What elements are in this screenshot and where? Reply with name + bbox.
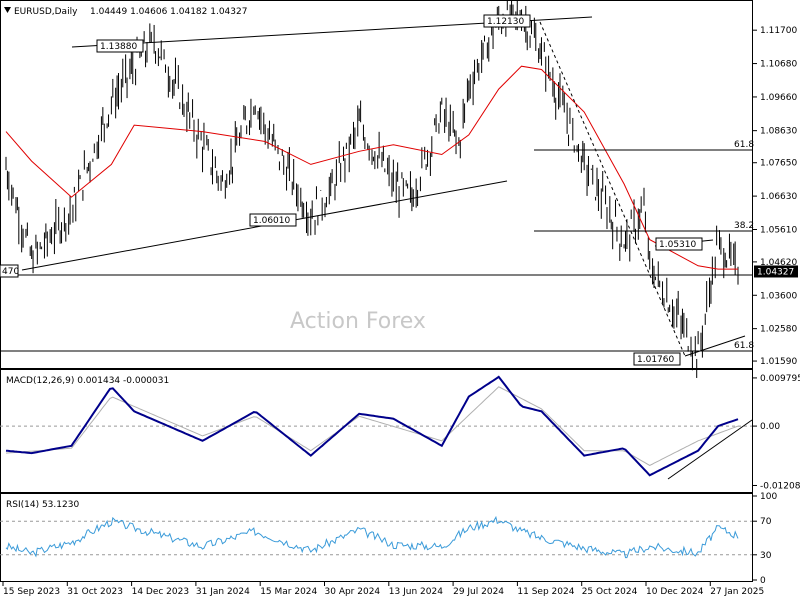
annotation-label: 1.06010 bbox=[253, 216, 290, 226]
ohlc-bars bbox=[5, 0, 739, 378]
date-axis-label: 13 Jun 2024 bbox=[389, 587, 443, 597]
macd-line bbox=[5, 375, 739, 477]
rsi-axis-label: 30 bbox=[760, 551, 772, 561]
moving-average-line bbox=[5, 65, 738, 270]
annotation-label: 1.13880 bbox=[100, 42, 137, 52]
macd-trendline bbox=[667, 419, 753, 480]
price-layer: 1.13880 1.12130 1.06010 1.05310 1.01760 61.8 3… bbox=[0, 0, 754, 378]
price-annotation: 1.13880 bbox=[96, 39, 144, 53]
price-axis-label: 1.09660 bbox=[760, 93, 797, 103]
macd-layer bbox=[0, 375, 753, 480]
price-annotation: 1.06010 bbox=[249, 213, 297, 227]
annotation-box bbox=[655, 237, 703, 251]
price-annotation: 1.01760 bbox=[633, 352, 681, 366]
rsi-line bbox=[5, 515, 739, 559]
price-annotation: 1.05310 bbox=[655, 237, 703, 251]
fib-label: 61.8 bbox=[734, 341, 754, 351]
rsi-axis-label: 100 bbox=[760, 492, 777, 502]
price-axis-label: 1.03600 bbox=[760, 291, 797, 301]
date-axis-label: 10 Dec 2024 bbox=[646, 587, 704, 597]
price-axis-label: 1.07650 bbox=[760, 159, 797, 169]
last-price-tag bbox=[754, 265, 798, 278]
rsi-title: RSI(14) 53.1230 bbox=[6, 500, 79, 510]
price-annotation: 1.12130 bbox=[483, 14, 531, 28]
annotation-label: 1.12130 bbox=[487, 17, 524, 27]
date-axis-label: 30 Apr 2024 bbox=[325, 587, 381, 597]
macd-axis-label: 0.00 bbox=[760, 422, 780, 432]
price-axis-label: 1.11700 bbox=[760, 26, 797, 36]
price-axis-label: 1.01590 bbox=[760, 357, 797, 367]
price-panel-frame bbox=[0, 0, 753, 369]
date-axis-label: 25 Oct 2024 bbox=[582, 587, 638, 597]
macd-title: MACD(12,26,9) 0.001434 -0.000031 bbox=[6, 376, 169, 386]
date-axis-label: 11 Sep 2024 bbox=[517, 587, 574, 597]
collapse-triangle-icon[interactable] bbox=[4, 7, 11, 13]
annotation-label: 470 bbox=[2, 267, 19, 277]
rsi-axis-label: 0 bbox=[760, 576, 766, 586]
date-axis-label: 14 Dec 2023 bbox=[132, 587, 190, 597]
fib-swing-line bbox=[539, 21, 686, 357]
price-axis-label: 1.08630 bbox=[760, 127, 797, 137]
rsi-axis-label: 70 bbox=[760, 517, 772, 527]
rsi-panel-frame bbox=[0, 493, 753, 582]
watermark: Action Forex bbox=[290, 309, 426, 334]
price-axis-label: 1.02580 bbox=[760, 325, 797, 335]
fib-label: 38.2 bbox=[734, 221, 754, 231]
rsi-layer bbox=[0, 515, 752, 559]
date-axis-label: 15 Mar 2024 bbox=[260, 587, 317, 597]
annotation-box bbox=[633, 352, 681, 366]
fib-label: 61.8 bbox=[734, 140, 754, 150]
macd-axis-label: 0.009795 bbox=[760, 374, 800, 384]
date-axis-label: 29 Jul 2024 bbox=[453, 587, 504, 597]
symbol-label: EURUSD,Daily bbox=[14, 7, 78, 17]
price-axis-label: 1.10680 bbox=[760, 60, 797, 70]
price-axis-label: 1.04620 bbox=[760, 258, 797, 268]
left-price-annotation: 470 bbox=[0, 264, 19, 278]
annotation-label: 1.05310 bbox=[659, 240, 696, 250]
annotation-box bbox=[0, 264, 19, 278]
panel-frames bbox=[0, 0, 753, 582]
ohlc-label: 1.04449 1.04606 1.04182 1.04327 bbox=[90, 7, 247, 17]
axis-layer: 1.11700 1.10680 1.09660 1.08630 1.07650 1.066… bbox=[2, 26, 800, 597]
last-price-label: 1.04327 bbox=[757, 267, 794, 277]
price-axis-label: 1.06630 bbox=[760, 192, 797, 202]
annotation-box bbox=[249, 213, 297, 227]
date-axis-label: 15 Sep 2023 bbox=[3, 587, 60, 597]
annotation-label: 1.01760 bbox=[637, 355, 674, 365]
macd-panel-frame bbox=[0, 369, 753, 493]
date-axis-label: 27 Jan 2025 bbox=[710, 587, 764, 597]
date-axis-label: 31 Oct 2023 bbox=[67, 587, 123, 597]
price-header: EURUSD,Daily 1.04449 1.04606 1.04182 1.0… bbox=[4, 7, 247, 17]
annotation-box bbox=[483, 14, 531, 28]
price-axis-label: 1.05610 bbox=[760, 225, 797, 235]
date-axis-label: 31 Jan 2024 bbox=[196, 587, 250, 597]
annotation-box bbox=[96, 39, 144, 53]
rising-support-line bbox=[684, 335, 746, 357]
